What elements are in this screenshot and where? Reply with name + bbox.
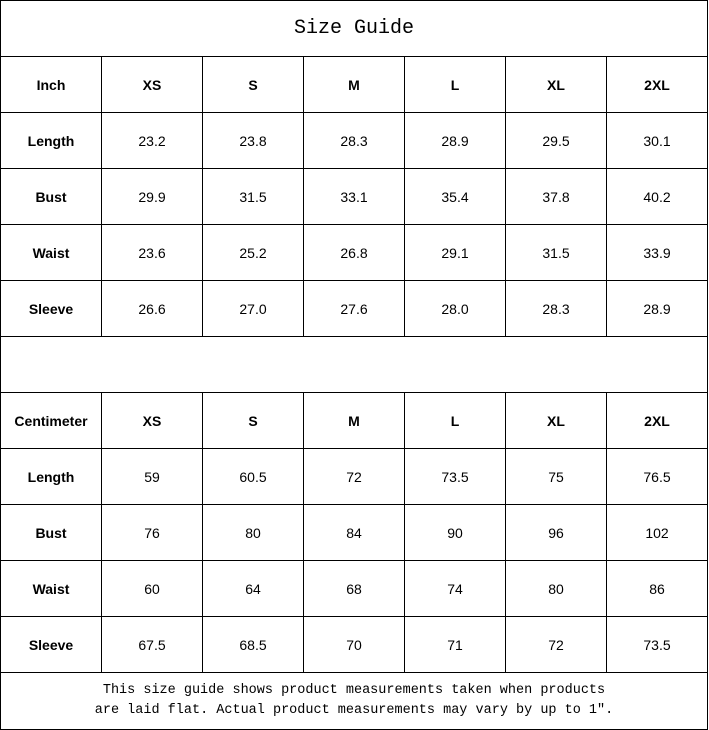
table-row: Length 23.2 23.8 28.3 28.9 29.5 30.1 xyxy=(0,112,708,169)
row-label: Bust xyxy=(0,504,102,561)
measurement-cell: 23.2 xyxy=(101,112,203,169)
table-row: Waist 60 64 68 74 80 86 xyxy=(0,560,708,617)
measurement-cell: 31.5 xyxy=(202,168,304,225)
title-row: Size Guide xyxy=(0,0,708,57)
measurement-cell: 35.4 xyxy=(404,168,506,225)
table-row: Sleeve 67.5 68.5 70 71 72 73.5 xyxy=(0,616,708,673)
unit-header: Centimeter xyxy=(0,392,102,449)
size-header: L xyxy=(404,392,506,449)
row-label: Waist xyxy=(0,224,102,281)
size-header: XL xyxy=(505,56,607,113)
table-row: Waist 23.6 25.2 26.8 29.1 31.5 33.9 xyxy=(0,224,708,281)
size-header: XS xyxy=(101,56,203,113)
measurement-cell: 73.5 xyxy=(404,448,506,505)
measurement-cell: 72 xyxy=(505,616,607,673)
page-title: Size Guide xyxy=(0,0,708,57)
measurement-cell: 26.6 xyxy=(101,280,203,337)
measurement-cell: 29.9 xyxy=(101,168,203,225)
size-header: M xyxy=(303,56,405,113)
measurement-cell: 84 xyxy=(303,504,405,561)
measurement-cell: 40.2 xyxy=(606,168,708,225)
note-row: This size guide shows product measuremen… xyxy=(0,672,708,730)
unit-header: Inch xyxy=(0,56,102,113)
measurement-cell: 25.2 xyxy=(202,224,304,281)
row-label: Sleeve xyxy=(0,616,102,673)
measurement-note: This size guide shows product measuremen… xyxy=(0,672,708,730)
row-label: Length xyxy=(0,448,102,505)
measurement-cell: 71 xyxy=(404,616,506,673)
row-label: Bust xyxy=(0,168,102,225)
spacer-row xyxy=(0,336,708,393)
measurement-cell: 76.5 xyxy=(606,448,708,505)
measurement-cell: 64 xyxy=(202,560,304,617)
measurement-cell: 67.5 xyxy=(101,616,203,673)
measurement-cell: 27.6 xyxy=(303,280,405,337)
measurement-cell: 68.5 xyxy=(202,616,304,673)
measurement-cell: 33.1 xyxy=(303,168,405,225)
table-row: Sleeve 26.6 27.0 27.6 28.0 28.3 28.9 xyxy=(0,280,708,337)
size-header: XS xyxy=(101,392,203,449)
measurement-cell: 29.5 xyxy=(505,112,607,169)
measurement-cell: 37.8 xyxy=(505,168,607,225)
measurement-cell: 60.5 xyxy=(202,448,304,505)
size-header: 2XL xyxy=(606,392,708,449)
measurement-cell: 28.3 xyxy=(505,280,607,337)
spacer-cell xyxy=(0,336,708,393)
table-row: Bust 29.9 31.5 33.1 35.4 37.8 40.2 xyxy=(0,168,708,225)
measurement-cell: 23.6 xyxy=(101,224,203,281)
size-header: XL xyxy=(505,392,607,449)
measurement-cell: 26.8 xyxy=(303,224,405,281)
measurement-cell: 59 xyxy=(101,448,203,505)
measurement-cell: 27.0 xyxy=(202,280,304,337)
note-line-2: are laid flat. Actual product measuremen… xyxy=(94,703,614,718)
measurement-cell: 70 xyxy=(303,616,405,673)
measurement-cell: 86 xyxy=(606,560,708,617)
size-header: L xyxy=(404,56,506,113)
measurement-cell: 28.0 xyxy=(404,280,506,337)
row-label: Waist xyxy=(0,560,102,617)
measurement-cell: 33.9 xyxy=(606,224,708,281)
size-header: M xyxy=(303,392,405,449)
size-header: S xyxy=(202,56,304,113)
measurement-cell: 30.1 xyxy=(606,112,708,169)
measurement-cell: 80 xyxy=(202,504,304,561)
table-row: Length 59 60.5 72 73.5 75 76.5 xyxy=(0,448,708,505)
size-header: S xyxy=(202,392,304,449)
measurement-cell: 73.5 xyxy=(606,616,708,673)
measurement-cell: 74 xyxy=(404,560,506,617)
row-label: Sleeve xyxy=(0,280,102,337)
measurement-cell: 75 xyxy=(505,448,607,505)
row-label: Length xyxy=(0,112,102,169)
note-line-1: This size guide shows product measuremen… xyxy=(102,683,606,698)
measurement-cell: 80 xyxy=(505,560,607,617)
measurement-cell: 23.8 xyxy=(202,112,304,169)
measurement-cell: 68 xyxy=(303,560,405,617)
measurement-cell: 28.3 xyxy=(303,112,405,169)
size-header: 2XL xyxy=(606,56,708,113)
measurement-cell: 31.5 xyxy=(505,224,607,281)
measurement-cell: 28.9 xyxy=(606,280,708,337)
measurement-cell: 90 xyxy=(404,504,506,561)
measurement-cell: 76 xyxy=(101,504,203,561)
measurement-cell: 102 xyxy=(606,504,708,561)
header-row: Centimeter XS S M L XL 2XL xyxy=(0,392,708,449)
header-row: Inch XS S M L XL 2XL xyxy=(0,56,708,113)
table-row: Bust 76 80 84 90 96 102 xyxy=(0,504,708,561)
measurement-cell: 60 xyxy=(101,560,203,617)
measurement-cell: 72 xyxy=(303,448,405,505)
measurement-cell: 96 xyxy=(505,504,607,561)
measurement-cell: 29.1 xyxy=(404,224,506,281)
measurement-cell: 28.9 xyxy=(404,112,506,169)
